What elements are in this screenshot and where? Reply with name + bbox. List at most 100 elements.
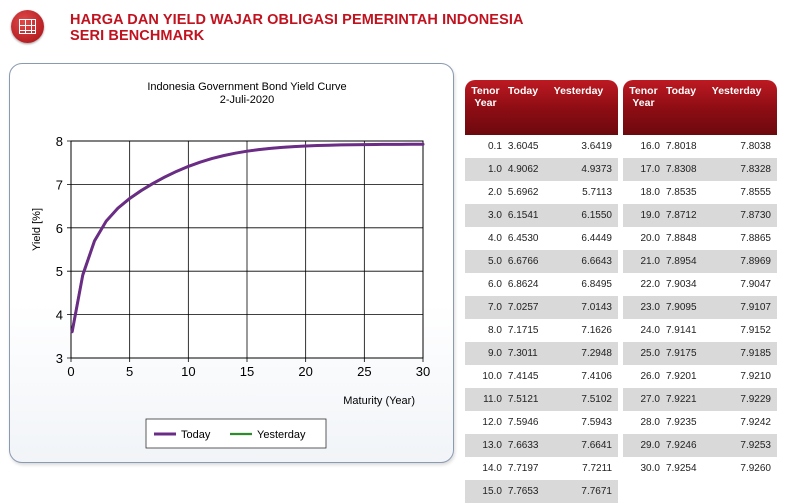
yesterday-cell: 7.5943 (551, 411, 618, 434)
today-cell: 7.8954 (663, 250, 710, 273)
yesterday-cell: 7.8555 (709, 181, 777, 204)
legend-label-today: Today (181, 429, 211, 441)
yesterday-cell: 7.9152 (709, 319, 777, 342)
yesterday-cell: 3.6419 (551, 135, 618, 158)
chart-panel: Indonesia Government Bond Yield Curve 2-J… (9, 63, 454, 463)
yesterday-cell: 7.8328 (709, 158, 777, 181)
yesterday-cell: 6.6643 (551, 250, 618, 273)
table-row: 16.0 7.8018 7.8038 (623, 135, 777, 158)
table-row: 10.0 7.4145 7.4106 (465, 365, 618, 388)
yesterday-cell: 6.4449 (551, 227, 618, 250)
tenor-cell: 14.0 (465, 457, 506, 480)
tenor-cell: 2.0 (465, 181, 506, 204)
table-row: 0.1 3.6045 3.6419 (465, 135, 618, 158)
yesterday-cell: 7.9229 (709, 388, 777, 411)
x-tick-label: 20 (298, 364, 312, 379)
table-row: 7.0 7.0257 7.0143 (465, 296, 618, 319)
yesterday-cell: 7.8038 (709, 135, 777, 158)
yesterday-cell: 7.6641 (551, 434, 618, 457)
header-tenor: Tenor Year (623, 80, 664, 135)
today-cell: 7.9254 (663, 457, 710, 480)
yesterday-cell: 7.9047 (709, 273, 777, 296)
today-cell: 7.9221 (663, 388, 710, 411)
table-row: 9.0 7.3011 7.2948 (465, 342, 618, 365)
tenor-cell: 22.0 (623, 273, 664, 296)
today-cell: 7.4145 (505, 365, 552, 388)
tenor-cell: 29.0 (623, 434, 664, 457)
tenor-cell: 12.0 (465, 411, 506, 434)
y-tick-label: 6 (56, 221, 63, 236)
today-cell: 7.8018 (663, 135, 710, 158)
table-row: 4.0 6.4530 6.4449 (465, 227, 618, 250)
tenor-cell: 10.0 (465, 365, 506, 388)
yield-table-left: Tenor Year Today Yesterday 0.1 3.6045 3.64… (465, 80, 618, 503)
yesterday-cell: 7.9107 (709, 296, 777, 319)
yesterday-cell: 6.8495 (551, 273, 618, 296)
tenor-cell: 13.0 (465, 434, 506, 457)
today-cell: 7.9141 (663, 319, 710, 342)
today-cell: 6.8624 (505, 273, 552, 296)
yesterday-cell: 7.9242 (709, 411, 777, 434)
table-row: 12.0 7.5946 7.5943 (465, 411, 618, 434)
yield-table-right: Tenor Year Today Yesterday 16.0 7.8018 7.8… (623, 80, 777, 480)
header-tenor-line2: Year (632, 97, 655, 109)
header-tenor-line2: Year (474, 97, 497, 109)
today-cell: 7.9246 (663, 434, 710, 457)
legend-label-yesterday: Yesterday (257, 429, 306, 441)
table-row: 15.0 7.7653 7.7671 (465, 480, 618, 503)
yesterday-cell: 7.8730 (709, 204, 777, 227)
header-tenor: Tenor Year (465, 80, 506, 135)
today-cell: 6.6766 (505, 250, 552, 273)
header-today: Today (663, 80, 710, 135)
table-row: 27.0 7.9221 7.9229 (623, 388, 777, 411)
yesterday-cell: 7.2948 (551, 342, 618, 365)
today-cell: 7.9175 (663, 342, 710, 365)
x-tick-label: 10 (181, 364, 195, 379)
header-tenor-line1: Tenor (471, 85, 500, 97)
today-cell: 7.8712 (663, 204, 710, 227)
today-cell: 7.9235 (663, 411, 710, 434)
today-cell: 7.8308 (663, 158, 710, 181)
table-row: 13.0 7.6633 7.6641 (465, 434, 618, 457)
y-tick-label: 3 (56, 351, 63, 366)
tenor-cell: 30.0 (623, 457, 664, 480)
table-row: 29.0 7.9246 7.9253 (623, 434, 777, 457)
tenor-cell: 0.1 (465, 135, 506, 158)
today-cell: 7.5121 (505, 388, 552, 411)
yesterday-cell: 7.0143 (551, 296, 618, 319)
yesterday-cell: 7.1626 (551, 319, 618, 342)
table-row: 5.0 6.6766 6.6643 (465, 250, 618, 273)
tenor-cell: 3.0 (465, 204, 506, 227)
today-cell: 5.6962 (505, 181, 552, 204)
page-subtitle: SERI BENCHMARK (70, 28, 205, 44)
tenor-cell: 23.0 (623, 296, 664, 319)
table-row: 30.0 7.9254 7.9260 (623, 457, 777, 480)
x-tick-label: 0 (67, 364, 74, 379)
page-title: HARGA DAN YIELD WAJAR OBLIGASI PEMERINTA… (70, 12, 524, 28)
tenor-cell: 28.0 (623, 411, 664, 434)
today-cell: 7.8848 (663, 227, 710, 250)
today-cell: 7.0257 (505, 296, 552, 319)
tenor-cell: 5.0 (465, 250, 506, 273)
today-cell: 7.3011 (505, 342, 552, 365)
table-row: 8.0 7.1715 7.1626 (465, 319, 618, 342)
building-icon (11, 10, 44, 43)
tenor-cell: 6.0 (465, 273, 506, 296)
tenor-cell: 19.0 (623, 204, 664, 227)
table-row: 6.0 6.8624 6.8495 (465, 273, 618, 296)
table-row: 2.0 5.6962 5.7113 (465, 181, 618, 204)
x-tick-label: 5 (126, 364, 133, 379)
yesterday-cell: 7.9260 (709, 457, 777, 480)
header-yesterday: Yesterday (709, 80, 777, 135)
tenor-cell: 21.0 (623, 250, 664, 273)
today-cell: 7.6633 (505, 434, 552, 457)
table-row: 28.0 7.9235 7.9242 (623, 411, 777, 434)
today-cell: 4.9062 (505, 158, 552, 181)
y-tick-label: 5 (56, 264, 63, 279)
table-row: 17.0 7.8308 7.8328 (623, 158, 777, 181)
y-tick-label: 8 (56, 134, 63, 149)
table-row: 11.0 7.5121 7.5102 (465, 388, 618, 411)
x-tick-label: 15 (240, 364, 254, 379)
table-row: 19.0 7.8712 7.8730 (623, 204, 777, 227)
tenor-cell: 24.0 (623, 319, 664, 342)
